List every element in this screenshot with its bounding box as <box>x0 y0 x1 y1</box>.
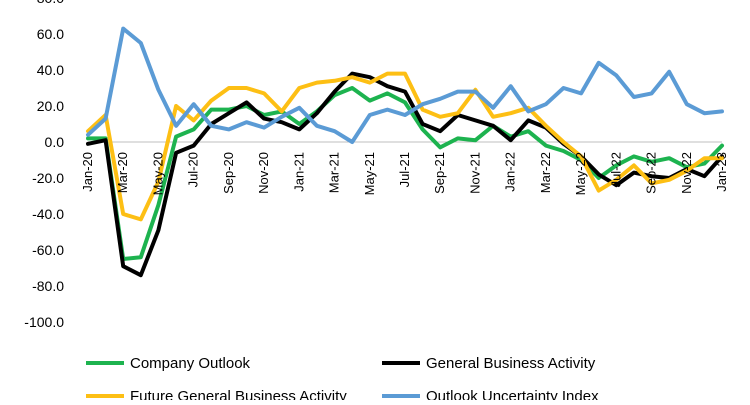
y-tick-label: -60.0 <box>32 242 64 258</box>
y-tick-label: -100.0 <box>24 314 64 330</box>
x-tick-label: Mar-22 <box>538 152 553 193</box>
y-tick-label: 60.0 <box>37 26 64 42</box>
x-tick-label: May-21 <box>362 152 377 195</box>
x-tick-label: Sep-21 <box>432 152 447 194</box>
x-tick-label: Jul-21 <box>397 152 412 187</box>
series-line-future-general-business-activity <box>86 71 724 222</box>
legend-label: Future General Business Activity <box>130 388 347 400</box>
series-line-company-outlook <box>86 86 724 261</box>
legend: Company Outlook General Business Activity… <box>86 355 599 405</box>
x-tick-label: Mar-20 <box>115 152 130 193</box>
x-tick-label: May-22 <box>573 152 588 195</box>
y-tick-label: 40.0 <box>37 62 64 78</box>
series-line-outlook-uncertainty-index <box>86 26 724 144</box>
series-line-general-business-activity <box>86 71 724 278</box>
x-tick-label: May-20 <box>150 152 165 195</box>
y-tick-label: -80.0 <box>32 278 64 294</box>
y-axis-ticks: 80.0 60.0 40.0 20.0 0.0 -20.0 -40.0 -60.0 -80.0 -… <box>24 0 722 330</box>
x-axis-ticks: Jan-20 Mar-20 May-20 Jul-20 Sep-20 Nov-20 Jan-… <box>80 152 729 195</box>
x-tick-label: Nov-22 <box>679 152 694 194</box>
x-tick-label: Jul-20 <box>186 152 201 187</box>
x-tick-label: Sep-22 <box>644 152 659 194</box>
x-tick-label: Mar-21 <box>327 152 342 193</box>
y-tick-label: 20.0 <box>37 98 64 114</box>
legend-label: Outlook Uncertainty Index <box>426 388 599 400</box>
x-tick-label: Jul-22 <box>608 152 623 187</box>
x-tick-label: Jan-20 <box>80 152 95 192</box>
legend-label: Company Outlook <box>130 355 251 372</box>
x-tick-label: Nov-20 <box>256 152 271 194</box>
y-tick-label: -40.0 <box>32 206 64 222</box>
x-tick-label: Jan-21 <box>291 152 306 192</box>
x-tick-label: Nov-21 <box>467 152 482 194</box>
y-tick-label: -20.0 <box>32 170 64 186</box>
x-tick-label: Jan-23 <box>714 152 729 192</box>
x-tick-label: Sep-20 <box>221 152 236 194</box>
y-tick-label: 0.0 <box>45 134 65 150</box>
x-tick-label: Jan-22 <box>503 152 518 192</box>
legend-label: General Business Activity <box>426 355 596 372</box>
series-lines <box>86 26 724 278</box>
y-tick-label: 80.0 <box>37 0 64 6</box>
